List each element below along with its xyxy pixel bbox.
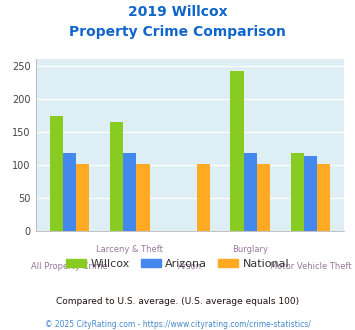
Bar: [317, 164, 330, 231]
Text: Arson: Arson: [178, 262, 202, 271]
Bar: [76, 164, 89, 231]
Legend: Willcox, Arizona, National: Willcox, Arizona, National: [61, 254, 294, 273]
Text: Motor Vehicle Theft: Motor Vehicle Theft: [269, 262, 351, 271]
Bar: [290, 153, 304, 231]
Text: Property Crime Comparison: Property Crime Comparison: [69, 25, 286, 39]
Bar: [136, 164, 149, 231]
Text: Larceny & Theft: Larceny & Theft: [96, 245, 163, 254]
Bar: [110, 122, 123, 231]
Bar: [123, 153, 136, 231]
Bar: [244, 153, 257, 231]
Text: Compared to U.S. average. (U.S. average equals 100): Compared to U.S. average. (U.S. average …: [56, 297, 299, 306]
Text: © 2025 CityRating.com - https://www.cityrating.com/crime-statistics/: © 2025 CityRating.com - https://www.city…: [45, 320, 310, 329]
Bar: [50, 116, 63, 231]
Text: All Property Crime: All Property Crime: [31, 262, 108, 271]
Bar: [63, 153, 76, 231]
Text: Burglary: Burglary: [232, 245, 268, 254]
Bar: [230, 71, 244, 231]
Bar: [304, 156, 317, 231]
Bar: [257, 164, 270, 231]
Text: 2019 Willcox: 2019 Willcox: [128, 5, 227, 19]
Bar: [197, 164, 210, 231]
